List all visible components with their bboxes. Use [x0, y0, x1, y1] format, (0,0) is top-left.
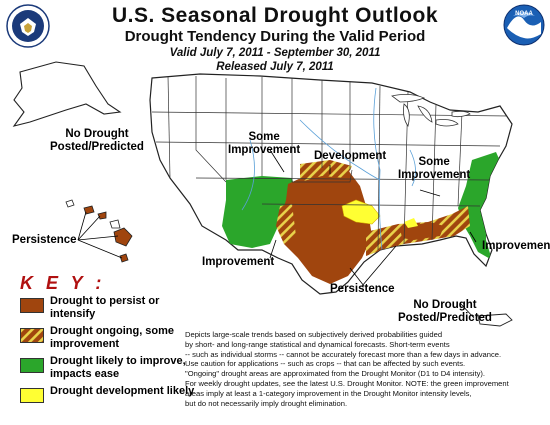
- improvement-area-southwest: [222, 176, 296, 248]
- label-east-improvement: Some Improvement: [398, 156, 471, 181]
- key-title: K E Y :: [20, 273, 106, 293]
- label-gulf-persistence: Persistence: [330, 283, 395, 295]
- disclaimer-text: Depicts large-scale trends based on subj…: [185, 330, 509, 408]
- key-label-develop: Drought development likely: [50, 385, 195, 397]
- label-hawaii: Persistence: [12, 234, 77, 246]
- key-label-ongoing: Drought ongoing, some improvement: [50, 325, 175, 350]
- state-borders: [151, 75, 512, 251]
- great-lakes: [391, 94, 471, 127]
- hatched-area-west-texas: [276, 204, 296, 244]
- commerce-seal-logo: [6, 4, 50, 48]
- label-southeast-improvement: Improvement: [482, 240, 550, 252]
- key-label-persist: Drought to persist or intensify: [50, 295, 160, 320]
- key-swatch-persist: [20, 298, 44, 313]
- key-label-improve: Drought likely to improve, impacts ease: [50, 355, 186, 380]
- page-subtitle: Drought Tendency During the Valid Period: [124, 28, 426, 45]
- valid-period: Valid July 7, 2011 - September 30, 2011: [169, 47, 381, 59]
- key-item-improve: Drought likely to improve, impacts ease: [20, 355, 190, 387]
- key-swatch-develop: [20, 388, 44, 403]
- label-puerto-rico: No Drought Posted/Predicted: [398, 299, 492, 324]
- key-swatch-ongoing: [20, 328, 44, 343]
- leader-lines: [77, 149, 477, 319]
- key-item-develop: Drought development likely: [20, 385, 194, 417]
- label-alaska: No Drought Posted/Predicted: [50, 128, 144, 153]
- puerto-rico-shape: [477, 313, 513, 327]
- label-development: Development: [314, 150, 387, 162]
- development-area: [341, 199, 381, 225]
- noaa-logo-text: NOAA: [515, 11, 533, 17]
- page-title: U.S. Seasonal Drought Outlook: [111, 4, 439, 27]
- alaska-shape: [12, 61, 122, 127]
- hawaii-islands: [65, 199, 133, 263]
- label-texas-improvement: Improvement: [202, 256, 275, 268]
- hatched-area-plains: [300, 160, 352, 182]
- noaa-logo: NOAA: [503, 4, 545, 46]
- release-date: Released July 7, 2011: [216, 61, 334, 73]
- persistence-area-texas: [280, 170, 372, 284]
- key-item-persist: Drought to persist or intensify: [20, 295, 190, 327]
- key-item-ongoing: Drought ongoing, some improvement: [20, 325, 190, 357]
- label-west-improvement: Some Improvement: [228, 131, 301, 156]
- rivers: [241, 87, 416, 251]
- key-swatch-improve: [20, 358, 44, 373]
- development-area-small: [404, 218, 418, 228]
